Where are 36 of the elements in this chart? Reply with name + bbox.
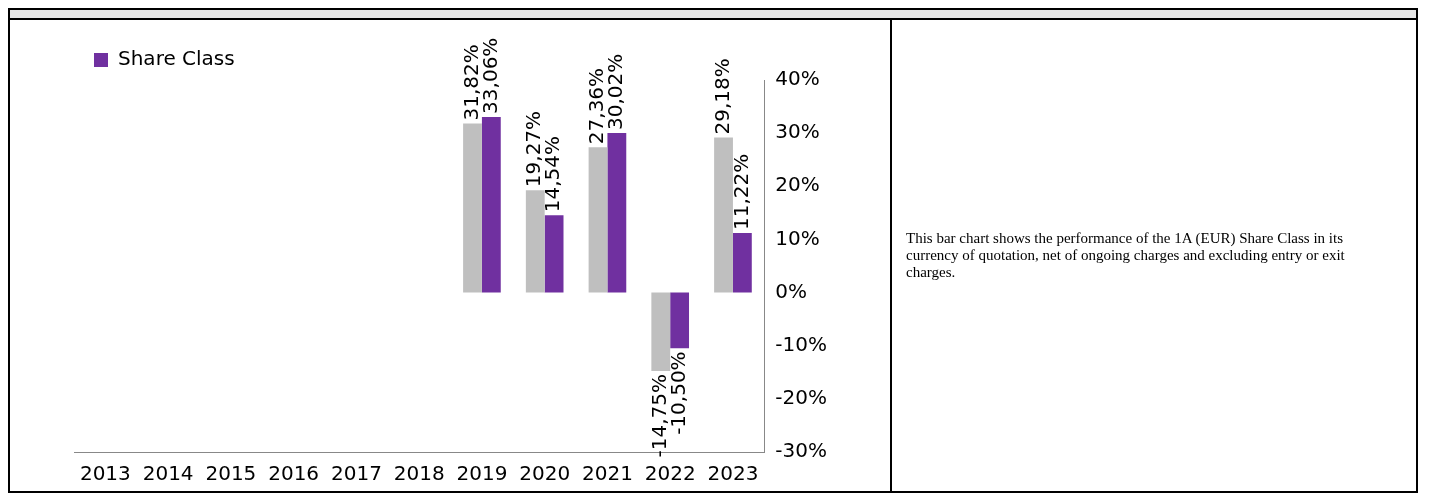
x-tick-label: 2018 (393, 461, 445, 486)
data-label: -14,75% (646, 373, 671, 458)
x-tick-label: 2013 (79, 461, 131, 486)
x-tick-label: 2020 (519, 461, 571, 486)
x-tick-label: 2023 (707, 461, 759, 486)
x-tick-label: 2022 (644, 461, 696, 486)
y-tick-label: 30% (775, 119, 820, 144)
data-label: 27,36% (584, 67, 609, 145)
y-tick-label: -20% (775, 385, 827, 410)
bar (463, 123, 482, 293)
legend-label: Share Class (118, 46, 235, 71)
bar (651, 292, 671, 371)
y-tick-label: 20% (775, 172, 820, 197)
bar (670, 292, 690, 349)
y-tick-label: 0% (775, 278, 808, 303)
x-tick-label: 2019 (456, 461, 508, 486)
bar (481, 116, 501, 293)
y-tick-label: 40% (775, 66, 820, 91)
text: This bar chart shows the performance of the 1A (EUR) Share Class in its currency of quotation, net of ongoing charges and excluding entry or exit charges. (906, 230, 1346, 281)
bar (588, 147, 608, 293)
bar (525, 190, 545, 293)
bar (732, 232, 752, 293)
x-tick-label: 2017 (330, 461, 382, 486)
x-tick-label: 2015 (205, 461, 257, 486)
data-label: 11,22% (728, 153, 753, 230)
bar (544, 215, 564, 293)
x-tick-label: 2014 (142, 461, 194, 486)
data-label: 29,18% (709, 58, 734, 135)
x-tick-label: 2021 (581, 461, 633, 486)
data-label: 19,27% (521, 110, 546, 188)
y-tick-label: -30% (775, 438, 827, 463)
bar (714, 137, 733, 293)
bar (607, 133, 627, 293)
x-tick-label: 2016 (268, 461, 320, 486)
y-tick-label: -10% (775, 331, 827, 356)
y-tick-label: 10% (775, 225, 820, 250)
